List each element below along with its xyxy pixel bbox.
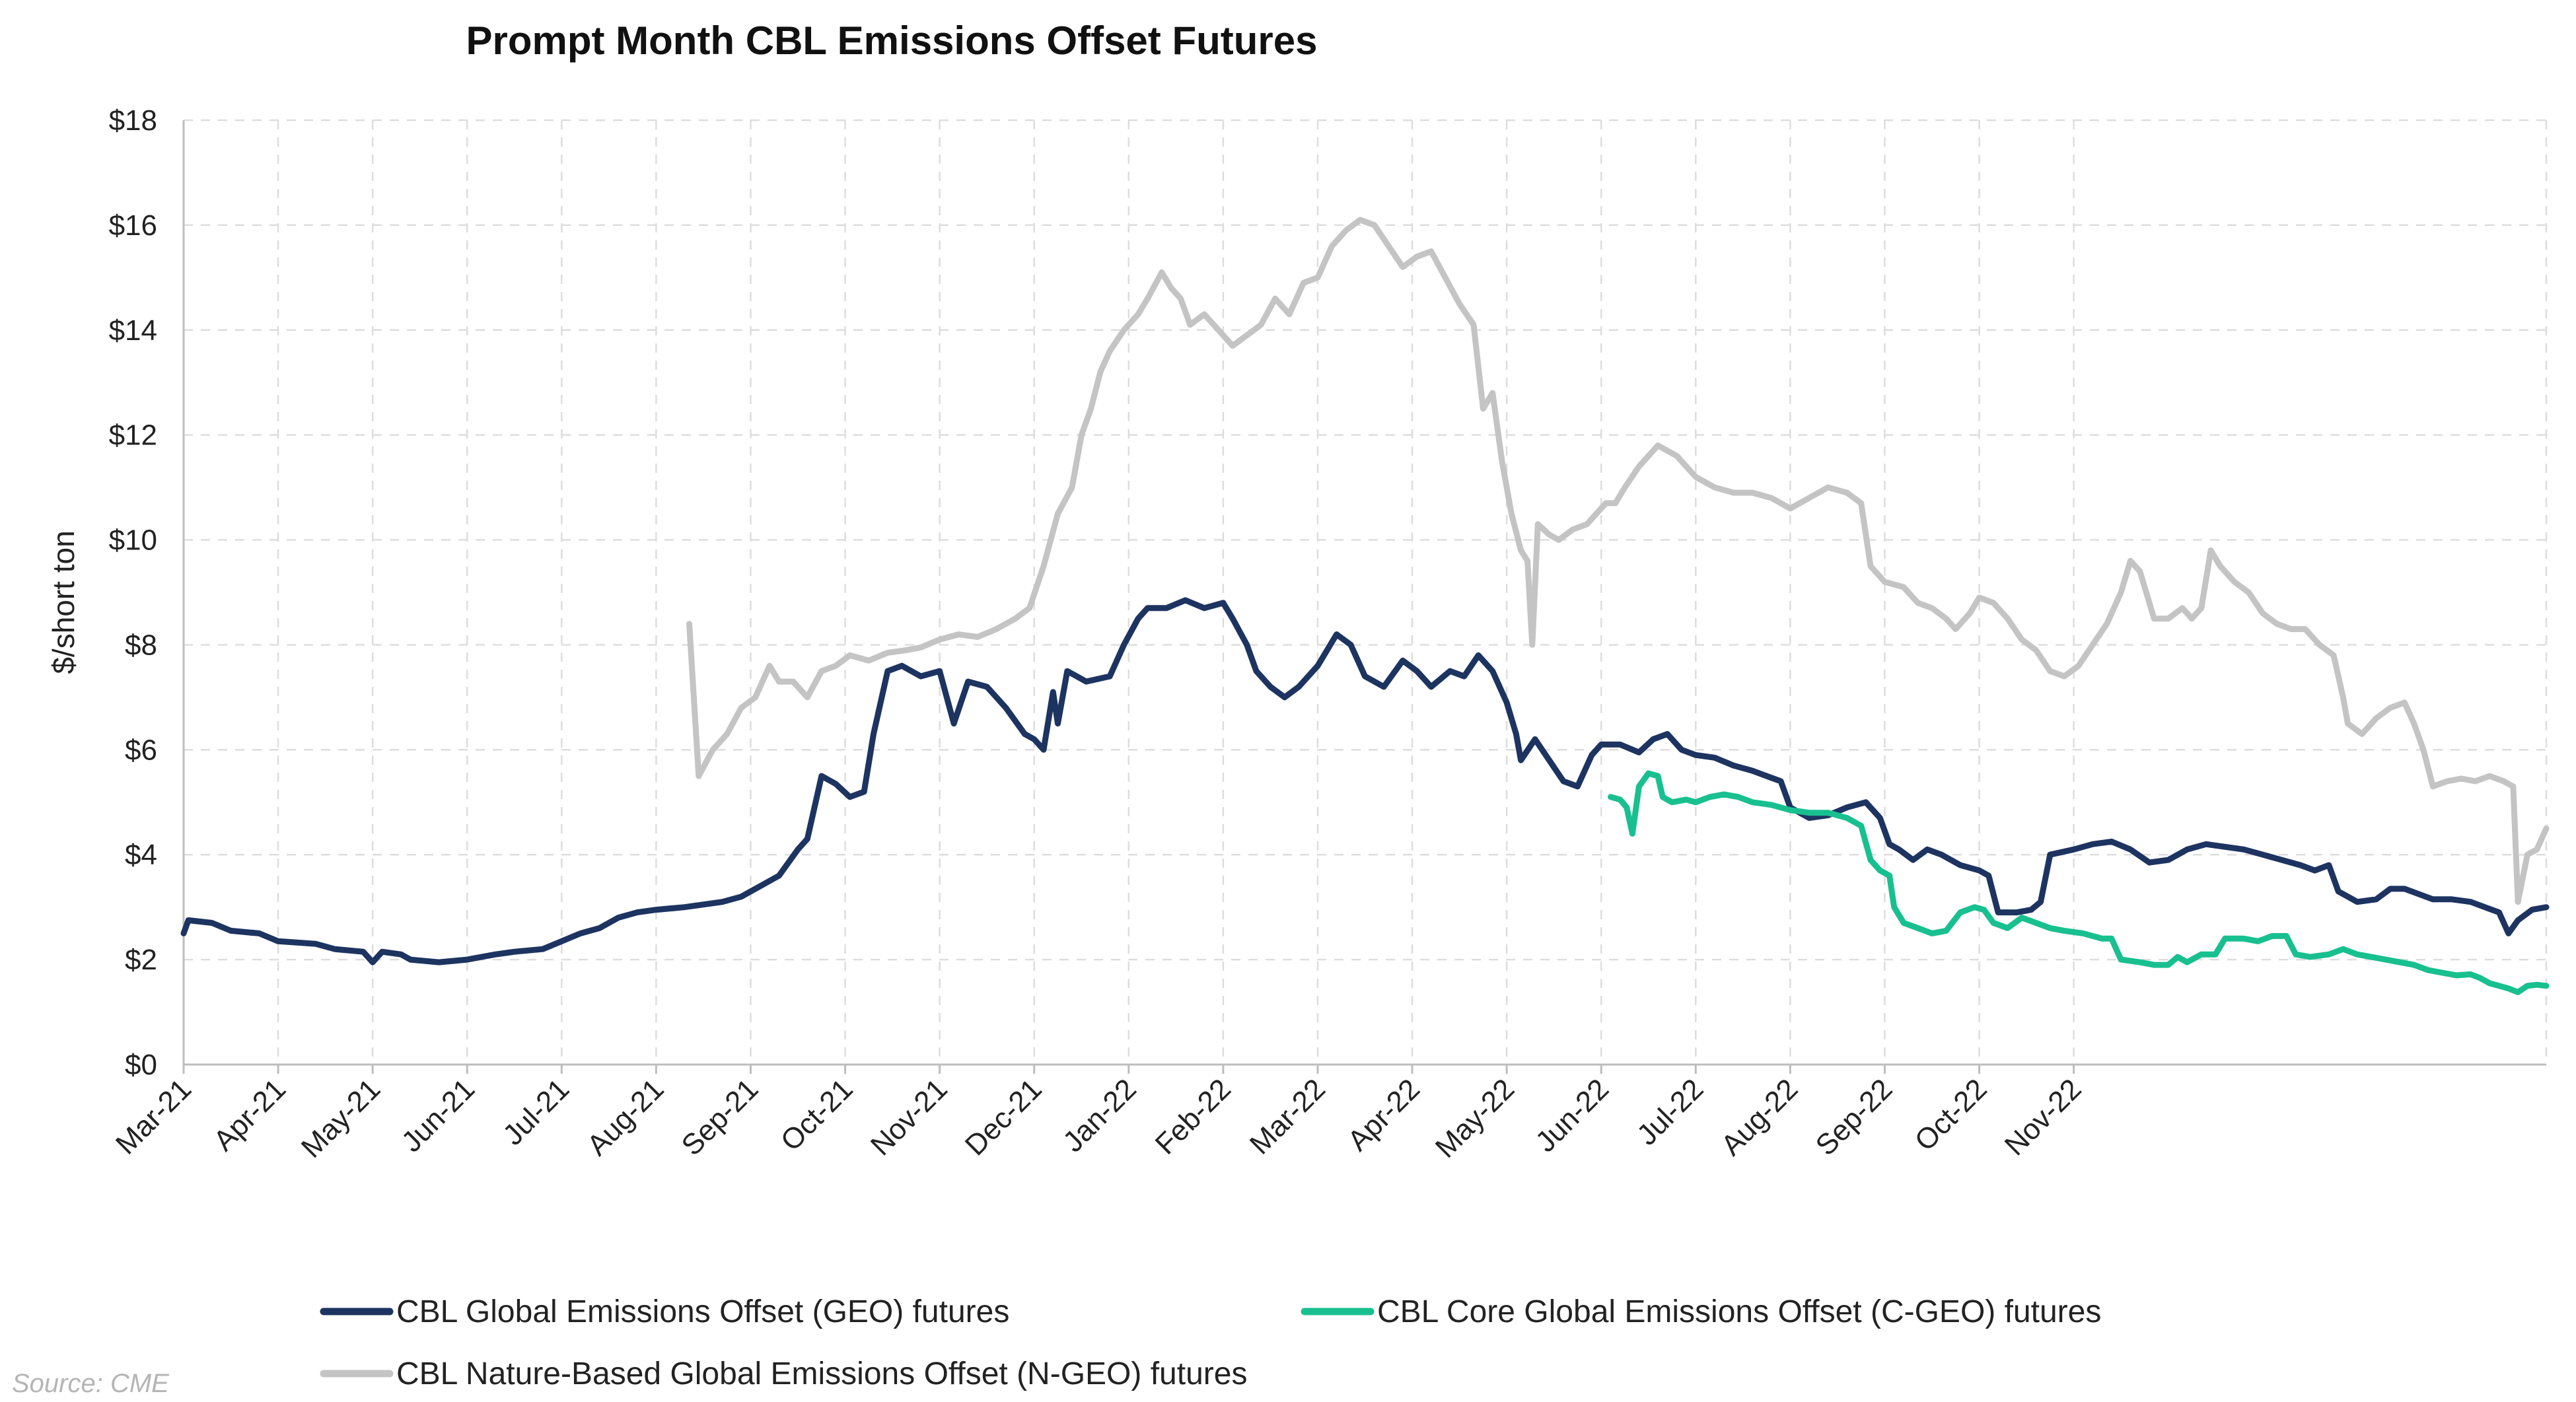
legend-item-c-geo[interactable]: CBL Core Global Emissions Offset (C-GEO)… (1301, 1294, 2101, 1329)
x-tick-label: Jan-22 (1057, 1072, 1143, 1158)
x-tick-label: Mar-22 (1244, 1072, 1332, 1160)
x-tick-label: Oct-21 (775, 1072, 859, 1157)
y-tick-label: $14 (109, 314, 157, 347)
x-tick-label: Nov-22 (1999, 1072, 2088, 1162)
series (180, 217, 2550, 995)
legend-item-n-geo[interactable]: CBL Nature-Based Global Emissions Offset… (320, 1356, 1247, 1391)
legend: CBL Global Emissions Offset (GEO) future… (320, 1294, 2101, 1391)
x-tick-label: Aug-22 (1715, 1072, 1804, 1162)
x-tick-label: Oct-22 (1909, 1072, 1993, 1157)
series-line-n-geo (686, 217, 2550, 905)
axes (182, 120, 2546, 1074)
x-tick-label: Dec-21 (959, 1072, 1048, 1162)
y-axis-label: $/short ton (46, 530, 81, 674)
series-line-c-geo (1608, 770, 2550, 995)
x-tick-label: Jun-22 (1529, 1072, 1615, 1158)
x-tick-label: Aug-21 (581, 1072, 670, 1162)
y-axis-ticks: $0 $2 $4 $6 $8 $10 $12 $14 $16 $18 (109, 104, 157, 1081)
y-tick-label: $12 (109, 419, 157, 452)
chart-title: Prompt Month CBL Emissions Offset Future… (466, 18, 1318, 63)
x-tick-label: Feb-22 (1149, 1072, 1237, 1160)
x-tick-label: Jul-22 (1631, 1072, 1709, 1151)
y-tick-label: $16 (109, 209, 157, 242)
legend-item-geo[interactable]: CBL Global Emissions Offset (GEO) future… (320, 1294, 1009, 1329)
x-tick-label: Apr-21 (207, 1072, 292, 1157)
series-line-geo (180, 597, 2550, 965)
legend-label-geo: CBL Global Emissions Offset (GEO) future… (396, 1294, 1009, 1329)
y-tick-label: $6 (125, 734, 157, 766)
source-note: Source: CME (12, 1369, 170, 1398)
x-tick-label: May-22 (1429, 1072, 1521, 1164)
legend-label-n-geo: CBL Nature-Based Global Emissions Offset… (396, 1356, 1247, 1391)
x-tick-label: May-21 (295, 1072, 386, 1164)
x-tick-label: Mar-21 (110, 1072, 197, 1160)
x-tick-label: Sep-22 (1810, 1072, 1899, 1162)
y-tick-label: $10 (109, 524, 157, 557)
x-tick-label: Jun-21 (396, 1072, 482, 1158)
y-tick-label: $8 (125, 629, 157, 661)
x-tick-label: Jul-21 (497, 1072, 575, 1151)
x-tick-label: Nov-21 (865, 1072, 954, 1162)
grid (184, 119, 2548, 1065)
x-axis-ticks: Mar-21 Apr-21 May-21 Jun-21 Jul-21 Aug-21 Sep-… (110, 1072, 2088, 1164)
y-tick-label: $2 (125, 944, 157, 976)
y-tick-label: $0 (125, 1049, 157, 1081)
legend-label-c-geo: CBL Core Global Emissions Offset (C-GEO)… (1377, 1294, 2101, 1329)
x-tick-label: Sep-21 (676, 1072, 765, 1162)
x-tick-label: Apr-22 (1342, 1072, 1426, 1157)
y-tick-label: $18 (109, 104, 157, 137)
y-tick-label: $4 (125, 839, 157, 871)
